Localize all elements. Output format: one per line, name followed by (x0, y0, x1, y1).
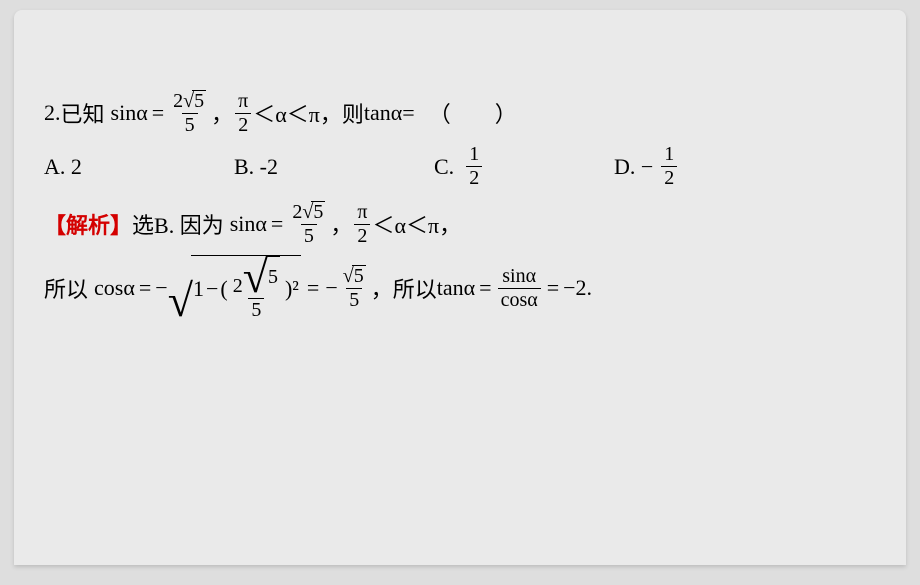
sol-inner-frac: 2√5 5 (230, 256, 283, 321)
sol-range-left: π 2 (354, 202, 370, 247)
sol-sqrt: √ 1 − ( 2√5 5 )² (168, 255, 301, 321)
neg: − (325, 275, 337, 301)
option-b-label: B. -2 (234, 154, 278, 180)
sol-cos: cosα (94, 275, 135, 301)
one: 1 (193, 276, 204, 302)
q-paren: （ ） (429, 97, 517, 129)
sol-tan: tanα (437, 275, 475, 301)
option-d-value: 1 2 (661, 144, 677, 189)
option-a-label: A. 2 (44, 154, 82, 180)
option-c-label: C. (434, 154, 454, 180)
option-d-label: D. − (614, 154, 653, 180)
solution-line-2: 所以 cosα = − √ 1 − ( 2√5 5 )² = − √5 5 ， … (44, 255, 876, 321)
neg: − (155, 275, 167, 301)
option-d: D. − 1 2 (614, 144, 679, 189)
slide-page: 2. 已知 sinα = 2√5 5 ， π 2 ＜α＜ π， 则 tanα= … (14, 10, 906, 565)
option-a: A. 2 (44, 154, 234, 180)
option-c-value: 1 2 (466, 144, 482, 189)
eq: = (543, 275, 563, 301)
q-known: 已知 (61, 97, 105, 129)
sol-so1: 所以 (44, 272, 88, 304)
q-range-right: π， (309, 97, 342, 129)
sol-so2: 所以 (393, 272, 437, 304)
comma: ， (211, 97, 233, 129)
solution-pick: 选B. 因为 (132, 208, 224, 240)
eq: = (301, 275, 325, 301)
q-sin: sinα (111, 100, 148, 126)
options-row: A. 2 B. -2 C. 1 2 D. − 1 2 (44, 144, 876, 189)
eq: = (148, 100, 168, 126)
rpar-sq: )² (285, 276, 299, 302)
eq: = (475, 275, 495, 301)
lpar: ( (220, 276, 227, 302)
sol-sin: sinα (230, 211, 267, 237)
sol-cos-result: √5 5 (340, 265, 369, 311)
sol-lt: ＜α＜π， (372, 208, 461, 240)
sol-final: −2. (563, 275, 592, 301)
sol-tan-frac: sinα cosα (498, 266, 541, 311)
q-number: 2. (44, 100, 61, 126)
comma: ， (371, 272, 393, 304)
sol-sin-value: 2√5 5 (289, 201, 328, 247)
option-b: B. -2 (234, 154, 434, 180)
q-then: 则 (342, 97, 364, 129)
q-range-left: π 2 (235, 91, 251, 136)
q-ask: tanα= (364, 100, 415, 126)
eq: = (135, 275, 155, 301)
solution-tag: 【解析】 (44, 208, 132, 240)
comma: ， (330, 208, 352, 240)
q-sin-value: 2√5 5 (170, 90, 209, 136)
q-lt: ＜α＜ (253, 97, 309, 129)
minus: − (204, 276, 220, 302)
eq: = (267, 211, 287, 237)
question-line: 2. 已知 sinα = 2√5 5 ， π 2 ＜α＜ π， 则 tanα= … (44, 90, 876, 136)
option-c: C. 1 2 (434, 144, 614, 189)
solution-line-1: 【解析】 选B. 因为 sinα = 2√5 5 ， π 2 ＜α＜π， (44, 201, 876, 247)
